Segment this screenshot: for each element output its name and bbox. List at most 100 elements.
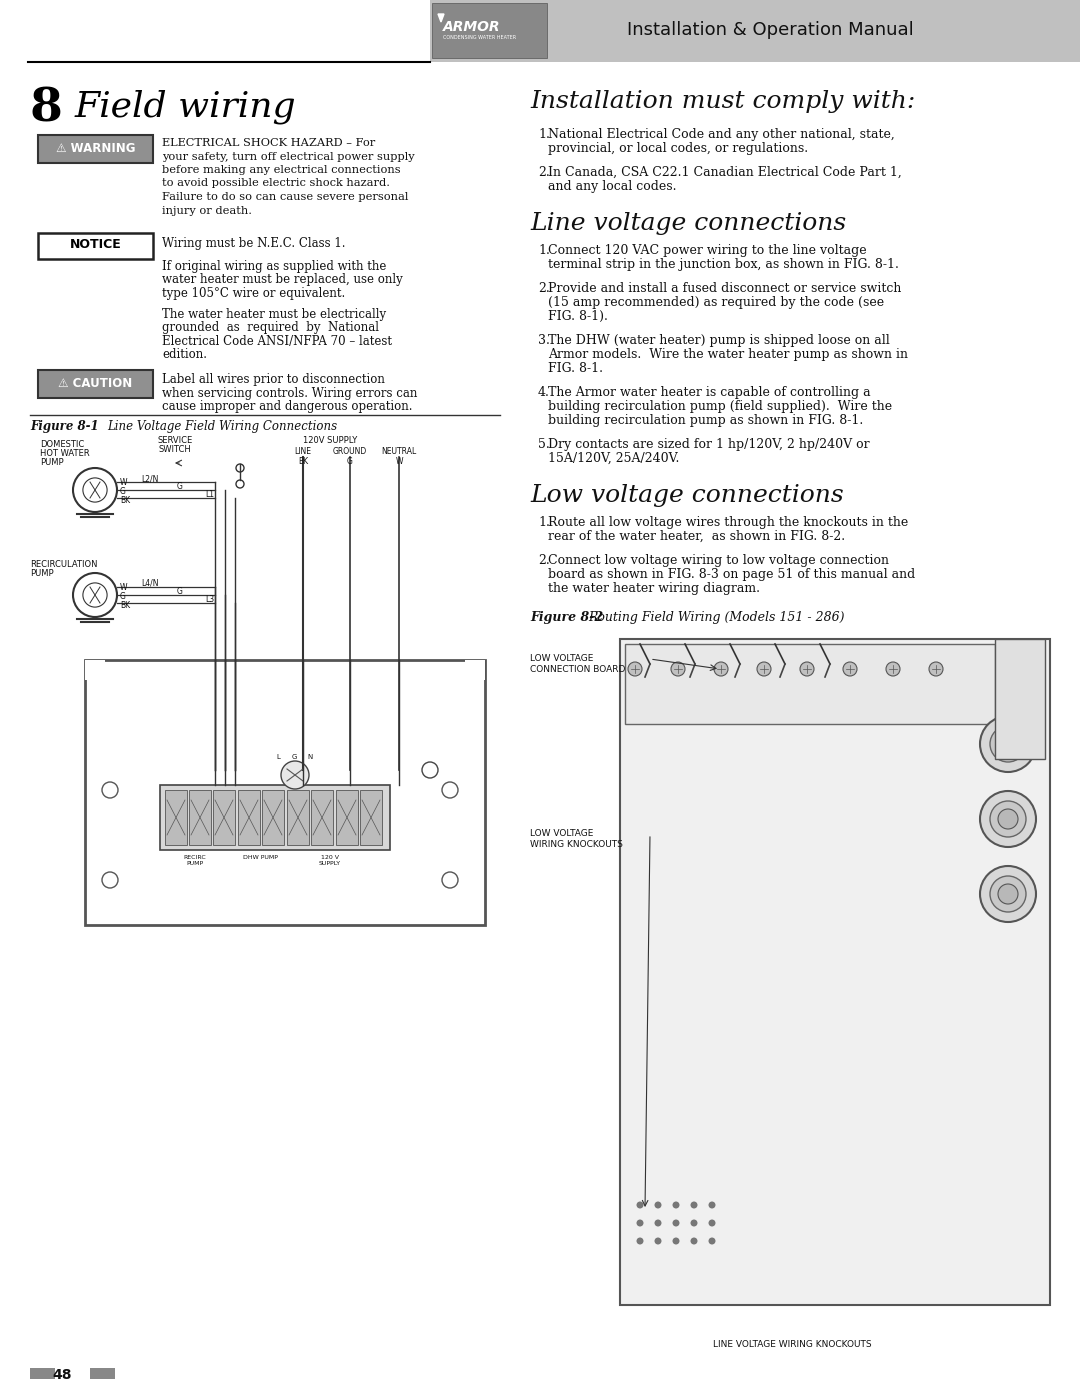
Circle shape [929, 662, 943, 676]
Circle shape [990, 726, 1026, 761]
Text: 4.: 4. [538, 386, 550, 400]
Polygon shape [438, 14, 444, 22]
Text: cause improper and dangerous operation.: cause improper and dangerous operation. [162, 400, 413, 414]
Text: G: G [347, 457, 353, 467]
Text: N: N [308, 754, 312, 760]
Text: Low voltage connections: Low voltage connections [530, 483, 843, 507]
Text: LOW VOLTAGE: LOW VOLTAGE [530, 828, 593, 838]
Text: BK: BK [120, 496, 130, 504]
Circle shape [673, 1238, 679, 1245]
Text: when servicing controls. Wiring errors can: when servicing controls. Wiring errors c… [162, 387, 417, 400]
Text: L: L [276, 754, 280, 760]
Text: G: G [177, 482, 183, 490]
Text: Label all wires prior to disconnection: Label all wires prior to disconnection [162, 373, 384, 386]
Text: Electrical Code ANSI/NFPA 70 – latest: Electrical Code ANSI/NFPA 70 – latest [162, 335, 392, 348]
Text: L4/N: L4/N [141, 578, 159, 588]
Text: The Armor water heater is capable of controlling a: The Armor water heater is capable of con… [548, 386, 870, 400]
Bar [38, 136, 153, 163]
Bar [311, 789, 333, 845]
Text: HOT WATER: HOT WATER [40, 448, 90, 458]
Text: LINE VOLTAGE WIRING KNOCKOUTS: LINE VOLTAGE WIRING KNOCKOUTS [713, 1340, 872, 1350]
Text: CONDENSING WATER HEATER: CONDENSING WATER HEATER [443, 35, 516, 41]
Text: before making any electrical connections: before making any electrical connections [162, 165, 401, 175]
Text: 15A/120V, 25A/240V.: 15A/120V, 25A/240V. [548, 453, 679, 465]
Text: In Canada, CSA C22.1 Canadian Electrical Code Part 1,: In Canada, CSA C22.1 Canadian Electrical… [548, 166, 902, 179]
Text: 1.: 1. [538, 515, 550, 529]
Circle shape [654, 1220, 661, 1227]
Text: 1.: 1. [538, 129, 550, 141]
Text: Routing Field Wiring (Models 151 - 286): Routing Field Wiring (Models 151 - 286) [588, 610, 845, 624]
Bar [360, 789, 382, 845]
Text: G: G [120, 488, 126, 496]
Text: LINE: LINE [295, 447, 311, 455]
Circle shape [757, 662, 771, 676]
Text: building recirculation pump (field supplied).  Wire the: building recirculation pump (field suppl… [548, 400, 892, 414]
Text: NOTICE: NOTICE [69, 239, 121, 251]
Text: FIG. 8-1.: FIG. 8-1. [548, 362, 603, 374]
Bar [430, 0, 1080, 61]
Circle shape [980, 791, 1036, 847]
Circle shape [980, 866, 1036, 922]
Text: FIG. 8-1).: FIG. 8-1). [548, 310, 608, 323]
Bar [38, 233, 153, 258]
Text: NEUTRAL: NEUTRAL [381, 447, 417, 455]
Text: injury or death.: injury or death. [162, 205, 252, 215]
Text: Connect low voltage wiring to low voltage connection: Connect low voltage wiring to low voltag… [548, 555, 889, 567]
Text: rear of the water heater,  as shown in FIG. 8-2.: rear of the water heater, as shown in FI… [548, 529, 846, 543]
Text: Installation must comply with:: Installation must comply with: [530, 89, 915, 113]
Circle shape [990, 876, 1026, 912]
Text: BK: BK [298, 457, 308, 467]
Bar [465, 659, 485, 680]
Text: SERVICE: SERVICE [158, 436, 192, 446]
Circle shape [708, 1220, 715, 1227]
Text: Dry contacts are sized for 1 hp/120V, 2 hp/240V or: Dry contacts are sized for 1 hp/120V, 2 … [548, 439, 869, 451]
Text: (15 amp recommended) as required by the code (see: (15 amp recommended) as required by the … [548, 296, 885, 309]
Circle shape [800, 662, 814, 676]
Text: water heater must be replaced, use only: water heater must be replaced, use only [162, 274, 403, 286]
Circle shape [886, 662, 900, 676]
Text: L1: L1 [205, 490, 215, 499]
Bar [238, 789, 260, 845]
Text: Installation & Operation Manual: Installation & Operation Manual [626, 21, 914, 39]
Text: Armor models.  Wire the water heater pump as shown in: Armor models. Wire the water heater pump… [548, 348, 908, 360]
Bar [30, 1368, 55, 1379]
Text: 120V SUPPLY: 120V SUPPLY [302, 436, 357, 446]
Circle shape [673, 1201, 679, 1208]
Bar [287, 789, 309, 845]
Bar [336, 789, 357, 845]
Bar [995, 638, 1045, 759]
Bar [160, 785, 390, 849]
Bar [213, 789, 235, 845]
Text: 2.: 2. [538, 555, 550, 567]
Text: 48: 48 [52, 1368, 71, 1382]
Text: BK: BK [120, 601, 130, 610]
Text: W: W [120, 583, 127, 592]
Text: If original wiring as supplied with the: If original wiring as supplied with the [162, 260, 387, 272]
Text: Figure 8-1: Figure 8-1 [30, 420, 103, 433]
Text: provincial, or local codes, or regulations.: provincial, or local codes, or regulatio… [548, 142, 808, 155]
Circle shape [636, 1238, 644, 1245]
Circle shape [671, 662, 685, 676]
Text: G: G [177, 587, 183, 597]
Text: building recirculation pump as shown in FIG. 8-1.: building recirculation pump as shown in … [548, 414, 863, 427]
Bar [625, 644, 995, 724]
Circle shape [654, 1201, 661, 1208]
Text: DOMESTIC: DOMESTIC [40, 440, 84, 448]
Bar [432, 3, 546, 59]
Circle shape [673, 1220, 679, 1227]
Bar [189, 789, 211, 845]
Text: LOW VOLTAGE: LOW VOLTAGE [530, 654, 593, 664]
Text: Failure to do so can cause severe personal: Failure to do so can cause severe person… [162, 191, 408, 203]
Text: L2/N: L2/N [141, 474, 159, 483]
Circle shape [690, 1220, 698, 1227]
Bar [262, 789, 284, 845]
Circle shape [998, 733, 1018, 754]
Text: Route all low voltage wires through the knockouts in the: Route all low voltage wires through the … [548, 515, 908, 529]
Circle shape [990, 800, 1026, 837]
Text: your safety, turn off electrical power supply: your safety, turn off electrical power s… [162, 151, 415, 162]
Text: 1.: 1. [538, 244, 550, 257]
Text: Connect 120 VAC power wiring to the line voltage: Connect 120 VAC power wiring to the line… [548, 244, 866, 257]
Circle shape [281, 761, 309, 789]
Circle shape [690, 1238, 698, 1245]
Text: Line voltage connections: Line voltage connections [530, 212, 847, 235]
